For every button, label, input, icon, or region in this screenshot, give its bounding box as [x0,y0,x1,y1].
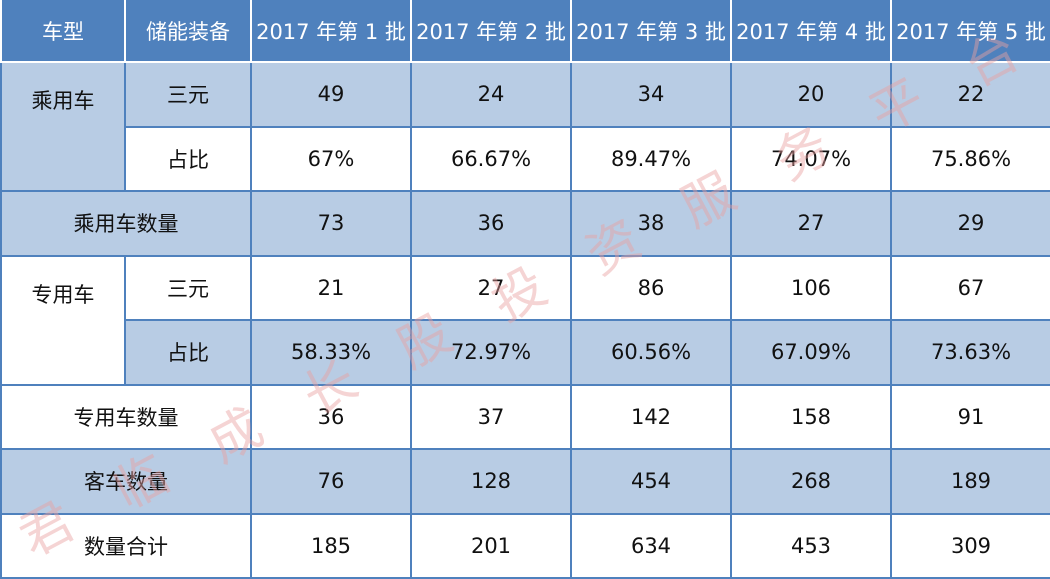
row-label: 占比 [124,319,252,386]
table-cell: 201 [410,512,572,579]
table-cell: 66.67% [410,125,572,192]
header-row: 车型 储能装备 2017 年第 1 批 2017 年第 2 批 2017 年第 … [0,0,1050,63]
table-cell: 634 [570,512,732,579]
row-label: 占比 [124,125,252,192]
table-cell: 24 [410,61,572,128]
table-cell: 20 [730,61,892,128]
table-cell: 76 [250,448,412,515]
row-label: 三元 [124,254,252,321]
passenger-count-row: 乘用车数量 73 36 38 27 29 [0,190,1050,257]
header-batch-5: 2017 年第 5 批 [890,0,1050,63]
bus-count-row: 客车数量 76 128 454 268 189 [0,448,1050,515]
table-cell: 38 [570,190,732,257]
table-cell: 34 [570,61,732,128]
table-cell: 27 [410,254,572,321]
table-cell: 27 [730,190,892,257]
row-label: 三元 [124,61,252,128]
table-cell: 75.86% [890,125,1050,192]
table-cell: 89.47% [570,125,732,192]
special-label: 专用车 [0,254,126,386]
table-cell: 74.07% [730,125,892,192]
header-batch-3: 2017 年第 3 批 [570,0,732,63]
row-label: 数量合计 [0,512,252,579]
table-cell: 128 [410,448,572,515]
table-cell: 37 [410,383,572,450]
table-cell: 58.33% [250,319,412,386]
table-cell: 106 [730,254,892,321]
table-cell: 268 [730,448,892,515]
table-cell: 60.56% [570,319,732,386]
table-cell: 73 [250,190,412,257]
table-cell: 29 [890,190,1050,257]
header-vehicle-type: 车型 [0,0,126,63]
row-label: 乘用车数量 [0,190,252,257]
table-cell: 189 [890,448,1050,515]
row-label: 客车数量 [0,448,252,515]
table-cell: 67 [890,254,1050,321]
header-battery: 储能装备 [124,0,252,63]
table-cell: 67% [250,125,412,192]
table-cell: 454 [570,448,732,515]
special-count-row: 专用车数量 36 37 142 158 91 [0,383,1050,450]
table-cell: 22 [890,61,1050,128]
table-cell: 36 [250,383,412,450]
passenger-ratio-row: 占比 67% 66.67% 89.47% 74.07% 75.86% [1,125,1050,192]
header-batch-2: 2017 年第 2 批 [410,0,572,63]
table-cell: 72.97% [410,319,572,386]
table-cell: 142 [570,383,732,450]
table-cell: 453 [730,512,892,579]
passenger-label: 乘用车 [0,61,126,192]
table-cell: 309 [890,512,1050,579]
table-cell: 73.63% [890,319,1050,386]
special-ratio-row: 占比 58.33% 72.97% 60.56% 67.09% 73.63% [1,319,1050,386]
table-cell: 21 [250,254,412,321]
total-row: 数量合计 185 201 634 453 309 [0,512,1050,579]
row-label: 专用车数量 [0,383,252,450]
table-cell: 36 [410,190,572,257]
table-cell: 91 [890,383,1050,450]
table-cell: 158 [730,383,892,450]
passenger-ternary-row: 乘用车 三元 49 24 34 20 22 [0,61,1050,192]
table-cell: 185 [250,512,412,579]
table-cell: 67.09% [730,319,892,386]
table-cell: 86 [570,254,732,321]
header-batch-4: 2017 年第 4 批 [730,0,892,63]
special-ternary-row: 专用车 三元 21 27 86 106 67 [0,254,1050,386]
table-cell: 49 [250,61,412,128]
header-batch-1: 2017 年第 1 批 [250,0,412,63]
